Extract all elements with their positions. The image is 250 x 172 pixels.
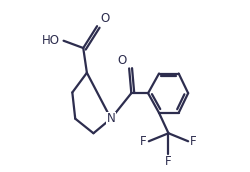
Text: HO: HO — [42, 34, 60, 47]
Text: F: F — [164, 155, 171, 168]
Text: F: F — [140, 135, 146, 148]
Text: F: F — [190, 135, 196, 148]
Text: O: O — [116, 54, 126, 67]
Text: O: O — [100, 12, 109, 25]
Text: N: N — [106, 112, 115, 125]
